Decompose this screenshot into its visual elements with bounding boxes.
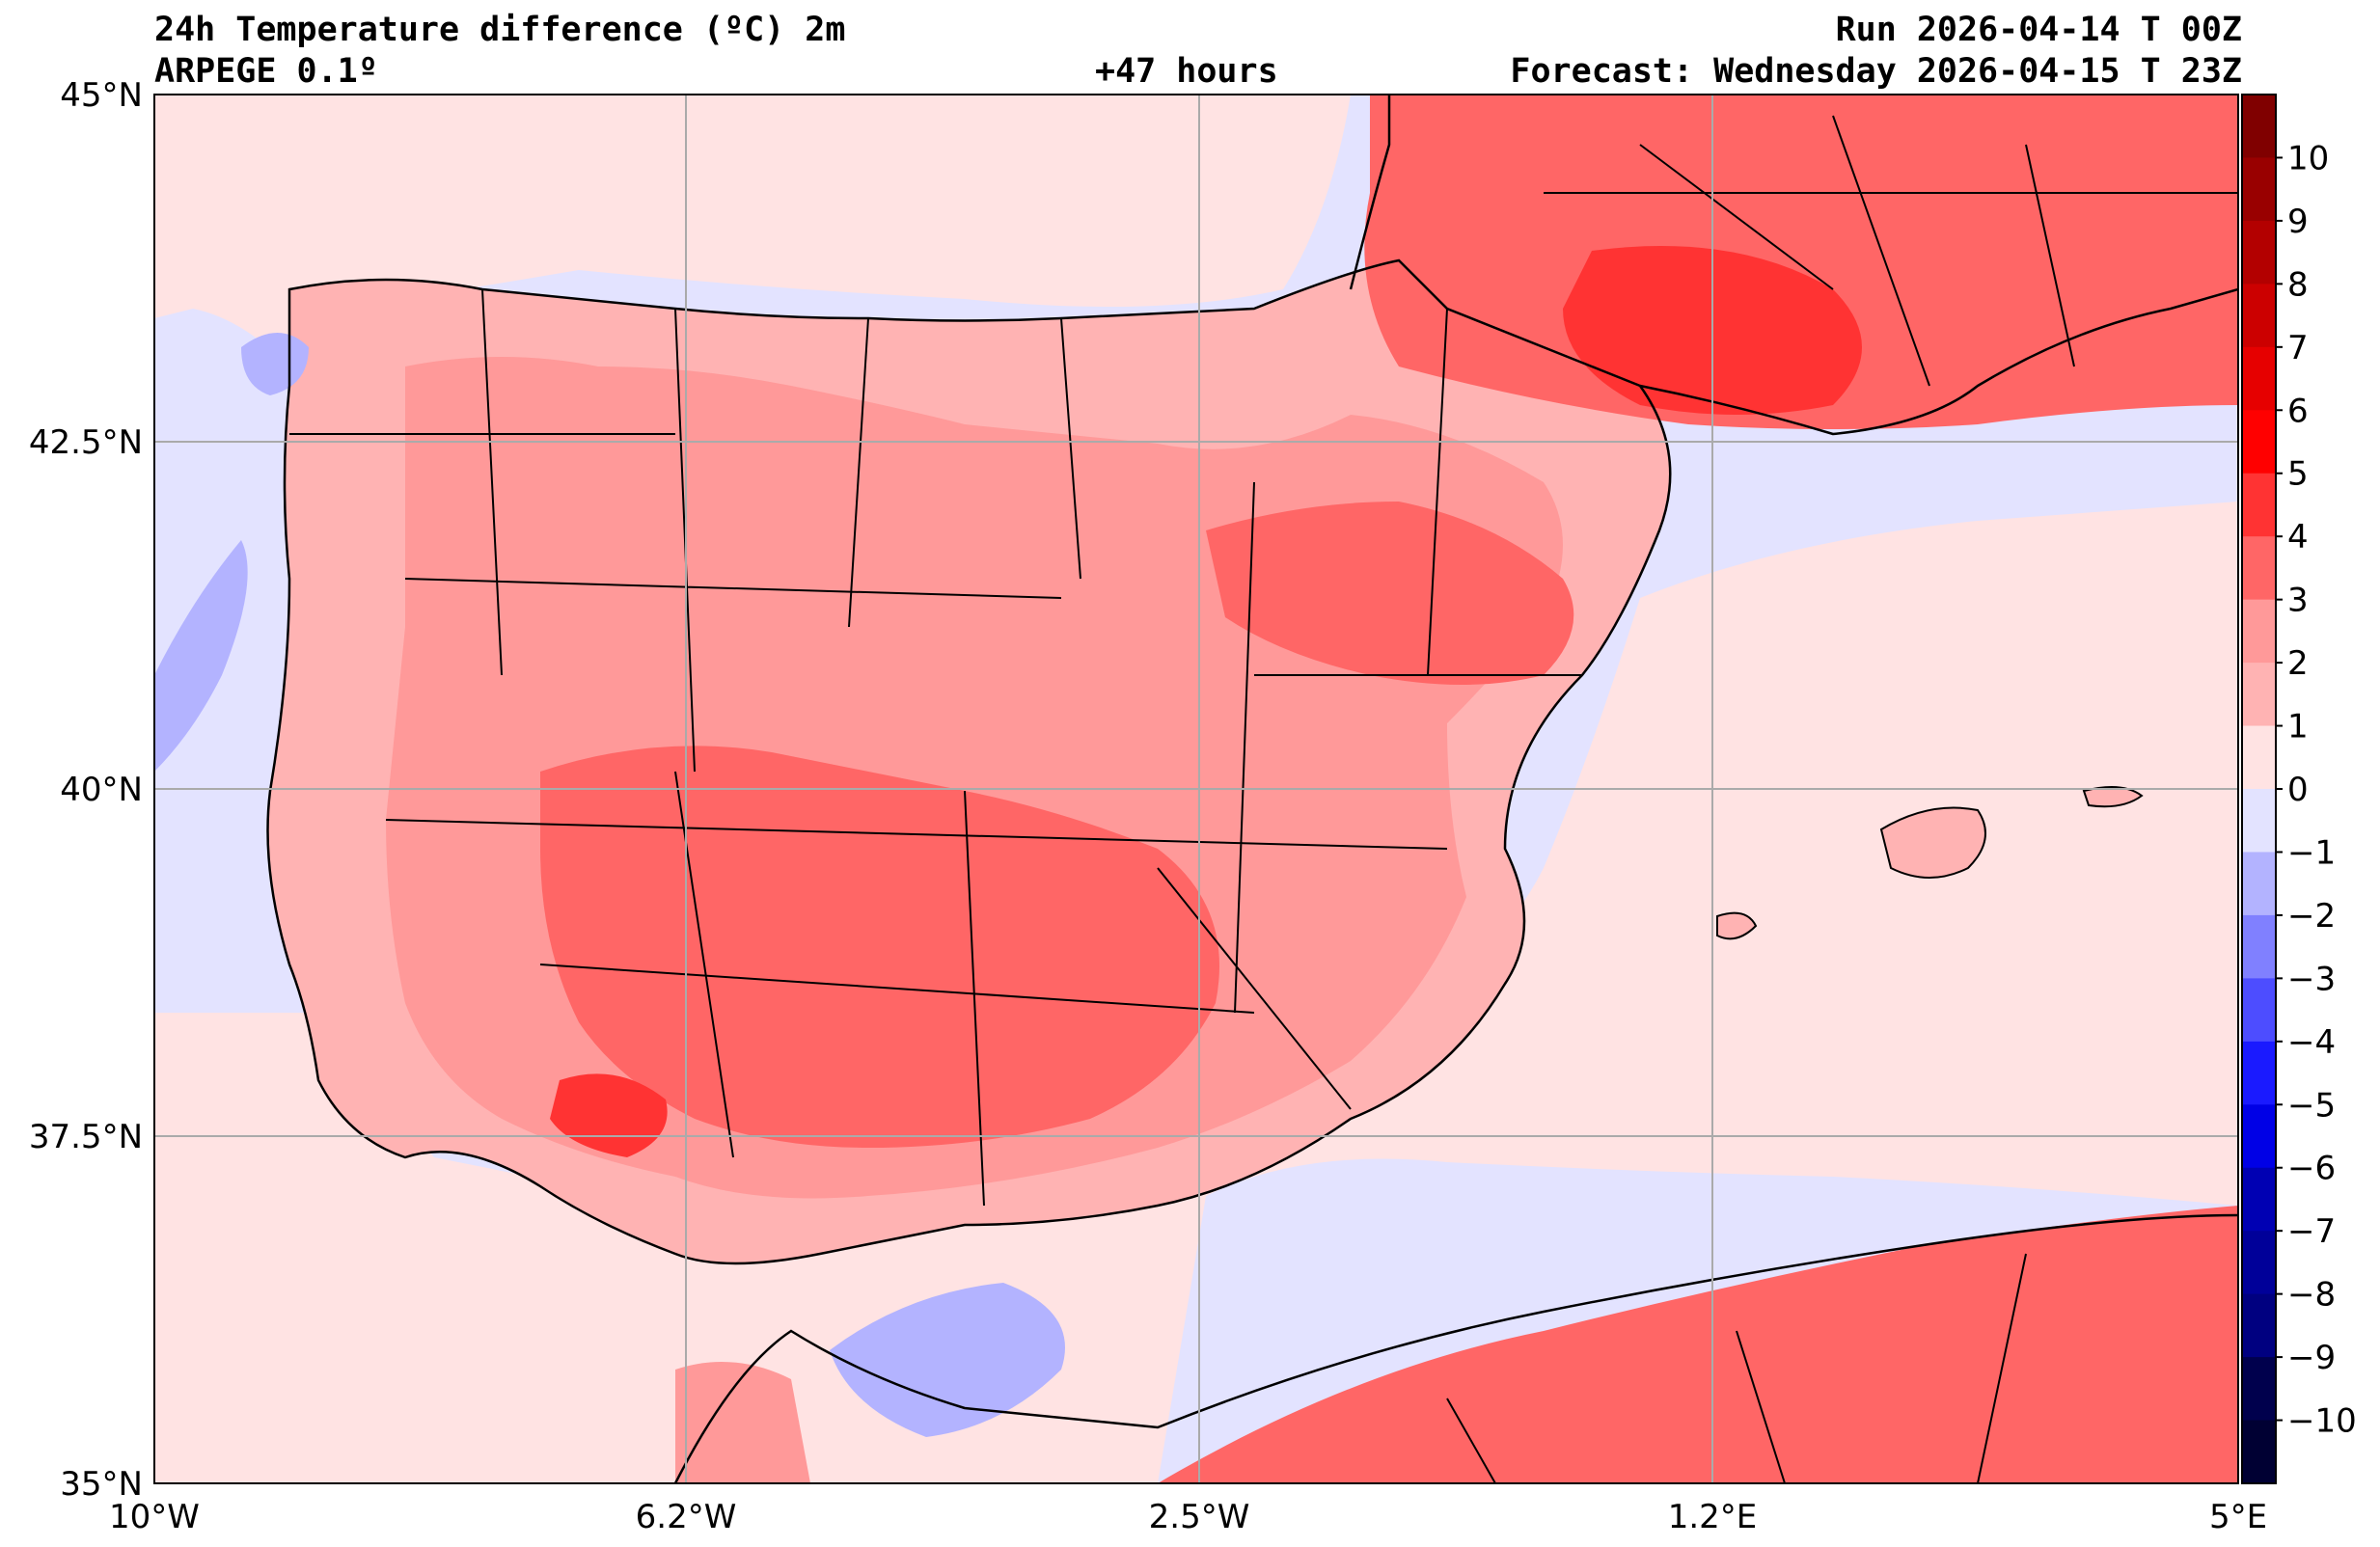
map-title: 24h Temperature difference (ºC) 2m	[154, 11, 846, 49]
north-africa-warm-zone	[1158, 1206, 2238, 1483]
lat-label: 35°N	[60, 1465, 143, 1504]
ibiza-island	[1716, 911, 1758, 940]
colorbar-segment	[2242, 346, 2276, 411]
colorbar-label: 7	[2287, 329, 2309, 367]
france-med-coastline	[1639, 287, 2238, 436]
colorbar-segment	[2242, 599, 2276, 664]
sea-warm-atlantic-south	[154, 1013, 791, 1483]
colorbar-segment	[2242, 852, 2276, 916]
colorbar-segment	[2242, 1420, 2276, 1484]
colorbar-label: −3	[2287, 960, 2336, 998]
map-frame	[153, 94, 2239, 1484]
colorbar-label: −8	[2287, 1276, 2336, 1315]
france-coastline	[1349, 95, 1391, 290]
colorbar-segment	[2242, 1167, 2276, 1232]
run-time: Run 2026-04-14 T 00Z	[1835, 11, 2242, 49]
colorbar-label: 1	[2287, 708, 2309, 746]
colorbar-segment	[2242, 95, 2276, 159]
forecast-time: Forecast: Wednesday 2026-04-15 T 23Z	[1510, 52, 2242, 91]
colorbar-label: −9	[2287, 1339, 2336, 1377]
colorbar-label: −7	[2287, 1212, 2336, 1251]
iberia-coastline	[266, 258, 1672, 1265]
lat-label: 40°N	[60, 771, 143, 809]
colorbar-segment	[2242, 410, 2276, 475]
colorbar-segment	[2242, 914, 2276, 979]
lon-label: 5°E	[2209, 1498, 2267, 1536]
lead-time: +47 hours	[1095, 52, 1278, 91]
colorbar-segment	[2242, 220, 2276, 285]
galicia-cold-zone	[241, 333, 309, 395]
lon-label: 1.2°E	[1668, 1498, 1758, 1536]
lon-label: 2.5°W	[1149, 1498, 1250, 1536]
colorbar-label: 0	[2287, 771, 2309, 809]
colorbar-label: 5	[2287, 455, 2309, 494]
colorbar-segment	[2242, 1104, 2276, 1169]
colorbar-label: 2	[2287, 644, 2309, 683]
colorbar-segment	[2242, 789, 2276, 854]
colorbar-segment	[2242, 157, 2276, 222]
north-africa-coastline	[673, 1213, 2238, 1483]
alboran-cold-zone	[830, 1283, 1065, 1437]
colorbar-segment	[2242, 284, 2276, 348]
colorbar-label: −5	[2287, 1086, 2336, 1125]
colorbar-label: −1	[2287, 833, 2336, 872]
lon-label: 10°W	[109, 1498, 200, 1536]
colorbar-label: 10	[2287, 139, 2329, 177]
colorbar-segment	[2242, 1231, 2276, 1295]
north-africa-west-warm-zone	[675, 1362, 810, 1483]
lat-label: 37.5°N	[29, 1118, 143, 1156]
colorbar-label: 8	[2287, 265, 2309, 304]
colorbar-label: 9	[2287, 203, 2309, 241]
model-name: ARPEGE 0.1º	[154, 52, 378, 91]
sea-warm-atlantic-north	[154, 95, 1351, 366]
colorbar-label: 3	[2287, 582, 2309, 620]
iberia-land-warm3	[540, 746, 1219, 1148]
colorbar-label: −2	[2287, 897, 2336, 936]
graticule	[154, 95, 2238, 1483]
lon-label: 6.2°W	[636, 1498, 737, 1536]
atlantic-cold-zone	[154, 540, 248, 772]
colorbar-segment	[2242, 1357, 2276, 1422]
colorbar-label: −4	[2287, 1023, 2336, 1062]
menorca-island	[2082, 786, 2144, 808]
colorbar-segment	[2242, 1293, 2276, 1358]
colorbar-segment	[2242, 473, 2276, 537]
ebro-warm-zone	[1206, 502, 1574, 685]
mallorca-island	[1879, 806, 1986, 879]
colorbar-label: 4	[2287, 518, 2309, 556]
colorbar-label: −10	[2287, 1402, 2357, 1441]
colorbar-label: −6	[2287, 1150, 2336, 1188]
colorbar-label: 6	[2287, 392, 2309, 430]
regional-borders	[289, 115, 2238, 1483]
colorbar-segment	[2242, 663, 2276, 727]
lat-label: 42.5°N	[29, 423, 143, 462]
map-plot-area	[154, 95, 2238, 1483]
colorbar-segment	[2242, 725, 2276, 790]
colorbar-segment	[2242, 978, 2276, 1043]
colorbar-segment	[2242, 1041, 2276, 1105]
colorbar-segment	[2242, 536, 2276, 601]
lat-label: 45°N	[60, 76, 143, 115]
